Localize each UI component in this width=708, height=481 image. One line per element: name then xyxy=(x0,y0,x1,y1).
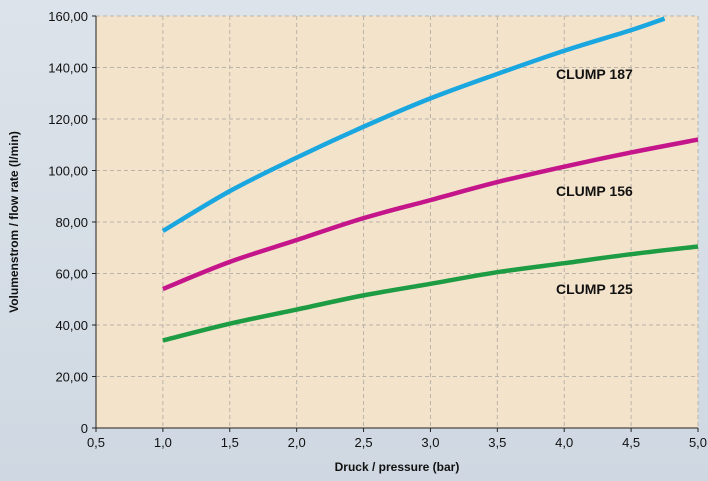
y-tick-labels: 0 20,00 40,00 60,00 80,00 100,00 120,00 140,00 1… xyxy=(48,9,88,436)
series-label-clump-125: CLUMP 125 xyxy=(556,281,633,297)
y-tick-label: 140,00 xyxy=(48,61,88,76)
y-tick-label: 120,00 xyxy=(48,112,88,127)
y-tick-label: 100,00 xyxy=(48,164,88,179)
x-tick-label: 4,0 xyxy=(555,435,573,450)
x-tick-label: 4,5 xyxy=(622,435,640,450)
series-line-clump-187 xyxy=(161,16,666,233)
series-line-clump-156 xyxy=(162,137,699,292)
axes xyxy=(92,15,699,432)
grid-lines xyxy=(96,15,699,428)
y-tick-label: 80,00 xyxy=(55,215,88,230)
y-axis-title: Volumenstrom / flow rate (l/min) xyxy=(7,131,21,313)
y-tick-label: 60,00 xyxy=(55,267,88,282)
y-tick-label: 20,00 xyxy=(55,370,88,385)
y-tick-label: 40,00 xyxy=(55,318,88,333)
x-tick-label: 1,0 xyxy=(154,435,172,450)
x-tick-label: 3,5 xyxy=(488,435,506,450)
x-tick-labels: 0,5 1,0 1,5 2,0 2,5 3,0 3,5 4,0 4,5 5,0 xyxy=(87,435,707,450)
x-tick-label: 1,5 xyxy=(221,435,239,450)
x-tick-label: 2,0 xyxy=(288,435,306,450)
y-tick-label: 160,00 xyxy=(48,9,88,24)
series-label-clump-156: CLUMP 156 xyxy=(556,183,633,199)
series-labels: CLUMP 187 CLUMP 156 CLUMP 125 xyxy=(556,66,633,297)
x-tick-label: 5,0 xyxy=(689,435,707,450)
x-tick-label: 0,5 xyxy=(87,435,105,450)
series-line-clump-125 xyxy=(162,244,699,343)
x-tick-label: 3,0 xyxy=(421,435,439,450)
y-tick-label: 0 xyxy=(81,421,88,436)
series-lines xyxy=(161,16,699,343)
x-axis-title: Druck / pressure (bar) xyxy=(335,460,460,474)
x-tick-label: 2,5 xyxy=(355,435,373,450)
series-label-clump-187: CLUMP 187 xyxy=(556,66,633,82)
